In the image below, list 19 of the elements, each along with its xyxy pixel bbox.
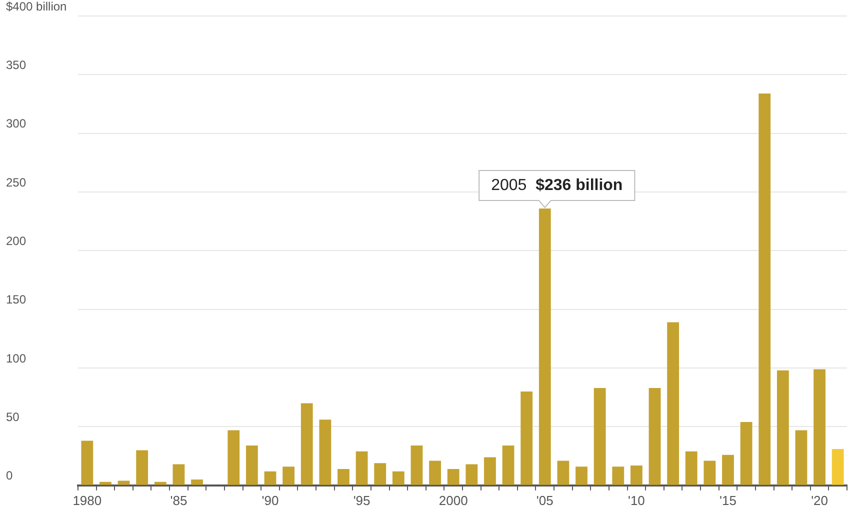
x-tick-label: '90 xyxy=(262,492,279,508)
y-tick-label: 50 xyxy=(6,410,20,424)
x-tick-label: 2000 xyxy=(438,492,468,508)
x-tick-label: '20 xyxy=(811,492,828,508)
x-tick-label: '15 xyxy=(720,492,736,508)
y-tick-label: 300 xyxy=(6,116,26,131)
y-tick-label: 350 xyxy=(6,58,26,72)
y-tick-label: 200 xyxy=(6,234,26,248)
x-tick-label: '05 xyxy=(536,492,554,508)
x-tick-label: '10 xyxy=(628,492,645,508)
x-tick-label: '95 xyxy=(353,492,370,508)
y-tick-label: 250 xyxy=(6,175,26,190)
y-tick-label: 150 xyxy=(6,292,26,307)
y-tick-label: $400 billion xyxy=(6,0,67,14)
annotation: 2005 $236 billion xyxy=(491,176,623,194)
y-tick-label: 0 xyxy=(6,468,13,483)
y-tick-label: 100 xyxy=(6,351,26,366)
x-tick-label: 1980 xyxy=(72,492,102,508)
x-tick-label: '85 xyxy=(170,492,188,508)
